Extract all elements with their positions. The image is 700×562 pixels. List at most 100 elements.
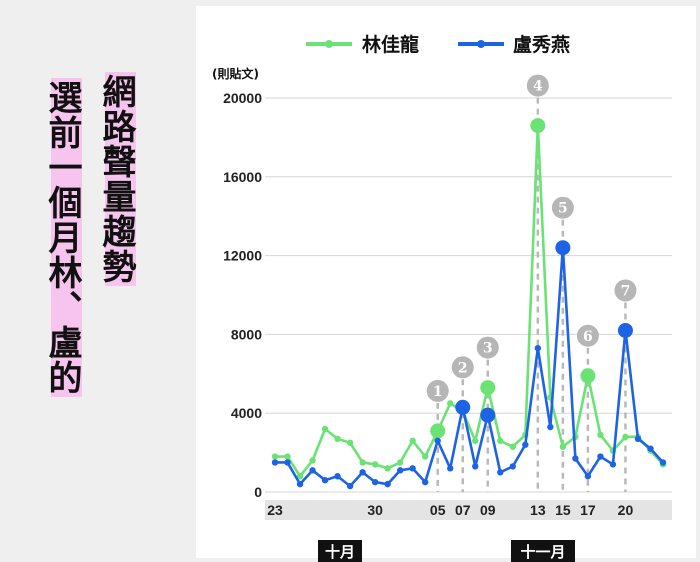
- data-point: [647, 445, 654, 452]
- legend-label-lu: 盧秀燕: [513, 33, 570, 56]
- data-point: [384, 465, 391, 472]
- data-point: [659, 459, 667, 466]
- data-point: [434, 437, 441, 444]
- data-point: [334, 435, 341, 443]
- data-point: [497, 437, 504, 444]
- annotation-label: 5: [558, 201, 568, 217]
- month-badge-oct: [318, 540, 362, 562]
- data-point: [359, 469, 366, 476]
- legend-marker-lu: [477, 40, 485, 48]
- data-point: [271, 459, 279, 466]
- data-point: [472, 463, 479, 470]
- y-tick-label: 16000: [223, 169, 262, 185]
- month-label-oct: 十月: [325, 543, 355, 561]
- data-point: [371, 478, 379, 486]
- annotation-label: 2: [458, 360, 468, 376]
- data-point: [409, 437, 416, 444]
- annotation-badge: [576, 324, 599, 347]
- data-point: [534, 344, 542, 352]
- data-point: [472, 437, 479, 444]
- annotation-label: 4: [533, 79, 543, 95]
- data-point: [597, 431, 604, 439]
- chart-title-line2: 選前一個月林、盧的: [42, 78, 82, 397]
- x-axis: 23 30 05 07 09 13 15 17 20: [267, 502, 633, 518]
- data-point: [384, 480, 391, 488]
- legend-label-lin: 林佳龍: [362, 33, 419, 56]
- annotation-badge: [476, 336, 499, 359]
- x-tick-label: 17: [580, 502, 596, 518]
- data-point: [447, 465, 454, 472]
- x-tick-label: 23: [267, 502, 283, 518]
- y-tick-label: 0: [254, 484, 262, 500]
- data-point: [321, 425, 329, 433]
- data-point: [509, 443, 517, 450]
- y-axis-unit: (則貼文): [212, 66, 259, 81]
- annotation-badge: [551, 196, 574, 219]
- data-point: [609, 461, 617, 468]
- x-tick-label: 07: [455, 502, 471, 518]
- data-point: [346, 439, 354, 446]
- annotation-label: 7: [621, 283, 631, 299]
- y-tick-label: 8000: [231, 326, 262, 342]
- highlight-point: [530, 118, 546, 134]
- data-point: [622, 433, 629, 441]
- data-point: [421, 478, 429, 486]
- highlight-point: [555, 240, 571, 256]
- data-point: [396, 459, 404, 466]
- highlight-point: [455, 399, 471, 415]
- data-point: [346, 482, 354, 490]
- gridlines: [265, 97, 672, 493]
- data-point: [396, 467, 404, 474]
- highlight-point: [430, 423, 446, 439]
- annotation-badge: [614, 279, 637, 302]
- annotation-label: 6: [583, 329, 593, 345]
- annotation-badge: [426, 379, 449, 402]
- highlight-point: [617, 322, 633, 338]
- highlight-point: [480, 380, 496, 396]
- legend: 林佳龍 盧秀燕: [306, 33, 570, 56]
- highlight-point: [480, 407, 496, 423]
- data-point: [309, 467, 316, 474]
- x-tick-label: 05: [430, 502, 446, 518]
- chart-title-line1: 網路聲量趨勢: [96, 72, 136, 286]
- data-point: [572, 455, 579, 462]
- data-point: [334, 473, 341, 480]
- annotation-label: 1: [433, 384, 443, 400]
- data-point: [309, 457, 316, 464]
- data-point: [509, 463, 517, 470]
- y-tick-label: 4000: [231, 405, 262, 421]
- legend-marker-lin: [325, 40, 333, 48]
- highlight-point: [580, 368, 596, 384]
- data-point: [522, 441, 529, 448]
- month-label-nov: 十一月: [520, 543, 565, 561]
- x-tick-label: 30: [367, 502, 383, 518]
- series-line: [275, 124, 664, 478]
- data-point: [296, 473, 304, 480]
- data-point: [409, 465, 416, 472]
- annotation-badge: [526, 74, 549, 97]
- data-point: [284, 453, 291, 460]
- annotations: 123 4 5 6 7: [426, 74, 637, 492]
- data-point: [271, 453, 279, 460]
- data-point: [284, 459, 291, 466]
- data-point: [371, 461, 379, 468]
- data-point: [296, 480, 304, 488]
- annotation-label: 3: [483, 341, 493, 357]
- data-point: [584, 473, 592, 480]
- x-tick-label: 09: [480, 502, 496, 518]
- data-point: [497, 469, 504, 476]
- series-layer: [271, 118, 667, 490]
- month-labels: 十月 十一月: [318, 540, 575, 562]
- data-point: [359, 459, 366, 466]
- data-point: [597, 453, 604, 460]
- x-tick-label: 20: [618, 502, 634, 518]
- data-point: [634, 435, 642, 443]
- y-axis: 0 4000 8000 12000 16000 20000: [223, 90, 262, 500]
- x-tick-label: 13: [530, 502, 546, 518]
- month-badge-nov: [511, 540, 575, 562]
- y-tick-label: 20000: [223, 90, 262, 106]
- data-point: [321, 476, 329, 484]
- data-point: [421, 453, 429, 460]
- data-point: [447, 400, 454, 407]
